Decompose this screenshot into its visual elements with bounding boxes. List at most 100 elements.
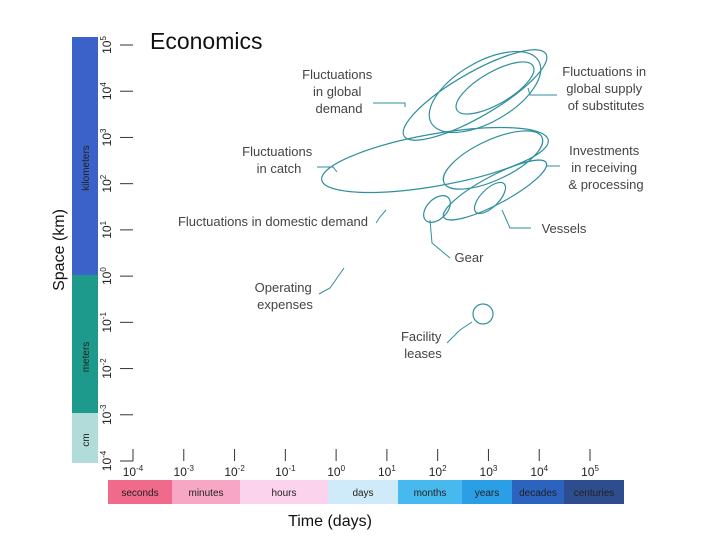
y-tick-label: 103 [99, 128, 114, 146]
label-global-supply: Fluctuations in global supply of substit… [562, 64, 649, 113]
x-tick: 105 [581, 449, 599, 479]
x-tick-label: 101 [378, 464, 396, 479]
region-global-demand [402, 49, 548, 141]
y-tick-label: 10-1 [99, 312, 114, 333]
time-band-years: years [462, 480, 512, 504]
leader-operating-expenses [318, 267, 345, 295]
region-facility-leases [472, 303, 494, 325]
y-tick-label: 10-2 [99, 358, 114, 379]
time-band-label: minutes [188, 488, 223, 499]
time-band-seconds: seconds [108, 480, 172, 504]
x-tick-label: 105 [581, 464, 599, 479]
y-tick: 104 [99, 82, 133, 100]
time-band-fill [328, 480, 398, 504]
leader-global-demand [373, 102, 406, 107]
space-bands: kilometers meters cm [72, 37, 98, 463]
region-global-supply-outer [428, 50, 542, 134]
time-band-fill [240, 480, 328, 504]
leader-domestic-demand [375, 209, 387, 224]
time-band-label: years [475, 488, 499, 499]
x-tick-label: 10-3 [174, 464, 195, 479]
x-tick-label: 10-2 [224, 464, 245, 479]
y-tick: 10-1 [99, 312, 133, 333]
x-tick-label: 104 [530, 464, 548, 479]
y-axis-title: Space (km) [51, 209, 68, 291]
x-axis-ticks: 10-4 10-3 10-2 10-1 100 101 102 103 104 105 [123, 449, 599, 479]
x-tick: 100 [327, 449, 346, 479]
label-gear: Gear [455, 250, 485, 265]
x-tick: 10-3 [174, 449, 195, 479]
region-catch [321, 126, 549, 194]
y-tick-label: 101 [99, 220, 114, 238]
label-global-demand: Fluctuations in global demand [302, 67, 376, 116]
time-band-fill [564, 480, 624, 504]
region-global-supply-inner [455, 61, 535, 115]
region-gear [423, 195, 451, 223]
time-band-centuries: centuries [564, 480, 624, 504]
space-band-meters [72, 275, 98, 413]
y-tick: 100 [99, 267, 133, 285]
space-band-kilometers [72, 37, 98, 275]
time-band-minutes: minutes [172, 480, 240, 504]
leader-catch [317, 166, 338, 173]
space-band-label-meters: meters [81, 342, 92, 373]
region-labels: Fluctuations in global demand Fluctuatio… [178, 64, 649, 361]
leader-gear [429, 219, 451, 259]
x-tick-label: 100 [327, 464, 345, 479]
time-band-label: decades [519, 488, 557, 499]
leader-lines [317, 87, 560, 344]
label-domestic-demand: Fluctuations in domestic demand [178, 214, 368, 229]
region-domestic-demand [442, 159, 548, 221]
x-tick: 10-4 [123, 449, 144, 479]
y-tick: 10-2 [99, 358, 133, 379]
x-tick: 102 [429, 449, 447, 479]
x-tick-label: 102 [429, 464, 447, 479]
y-tick-label: 104 [99, 82, 114, 100]
y-tick-label: 102 [99, 174, 114, 192]
x-tick: 10-2 [224, 449, 245, 479]
x-tick-label: 10-1 [275, 464, 296, 479]
y-axis-ticks: 105 104 103 102 101 100 10-1 10-2 10-3 10-4 [99, 36, 133, 471]
y-tick: 103 [99, 128, 133, 146]
x-tick: 103 [480, 449, 498, 479]
time-band-fill [512, 480, 564, 504]
x-tick: 101 [378, 449, 396, 479]
time-bands: seconds minutes hours days months years decade… [108, 480, 624, 504]
y-tick-label: 105 [99, 36, 114, 54]
x-tick: 10-1 [275, 449, 296, 479]
label-facility-leases: Facility leases [401, 329, 445, 361]
time-band-decades: decades [512, 480, 564, 504]
time-band-hours: hours [240, 480, 328, 504]
time-band-label: months [414, 488, 447, 499]
time-band-months: months [398, 480, 462, 504]
space-band-label-cm: cm [81, 433, 92, 446]
leader-global-supply [527, 87, 557, 96]
y-tick-label: 100 [99, 267, 114, 285]
time-band-fill [462, 480, 512, 504]
y-tick: 102 [99, 174, 133, 193]
leader-facility-leases [446, 321, 473, 344]
label-investments: Investments in receiving & processing [568, 143, 643, 192]
space-band-cm [72, 413, 98, 463]
x-tick-label: 10-4 [123, 464, 144, 479]
x-tick-label: 103 [480, 464, 498, 479]
region-investments [442, 130, 544, 190]
time-band-days: days [328, 480, 398, 504]
label-vessels: Vessels [542, 221, 587, 236]
time-band-label: seconds [121, 488, 158, 499]
time-band-fill [172, 480, 240, 504]
x-axis-title: Time (days) [288, 513, 372, 530]
regions [321, 49, 549, 325]
y-tick: 10-4 [99, 450, 133, 471]
time-band-fill [398, 480, 462, 504]
y-tick-label: 10-3 [99, 404, 114, 425]
space-band-label-kilometers: kilometers [81, 145, 92, 191]
y-tick-label: 10-4 [99, 450, 114, 471]
time-band-fill [108, 480, 172, 504]
label-operating-expenses: Operating expenses [255, 280, 316, 312]
x-tick: 104 [530, 449, 549, 479]
time-band-label: centuries [574, 488, 615, 499]
time-band-label: hours [271, 488, 296, 499]
